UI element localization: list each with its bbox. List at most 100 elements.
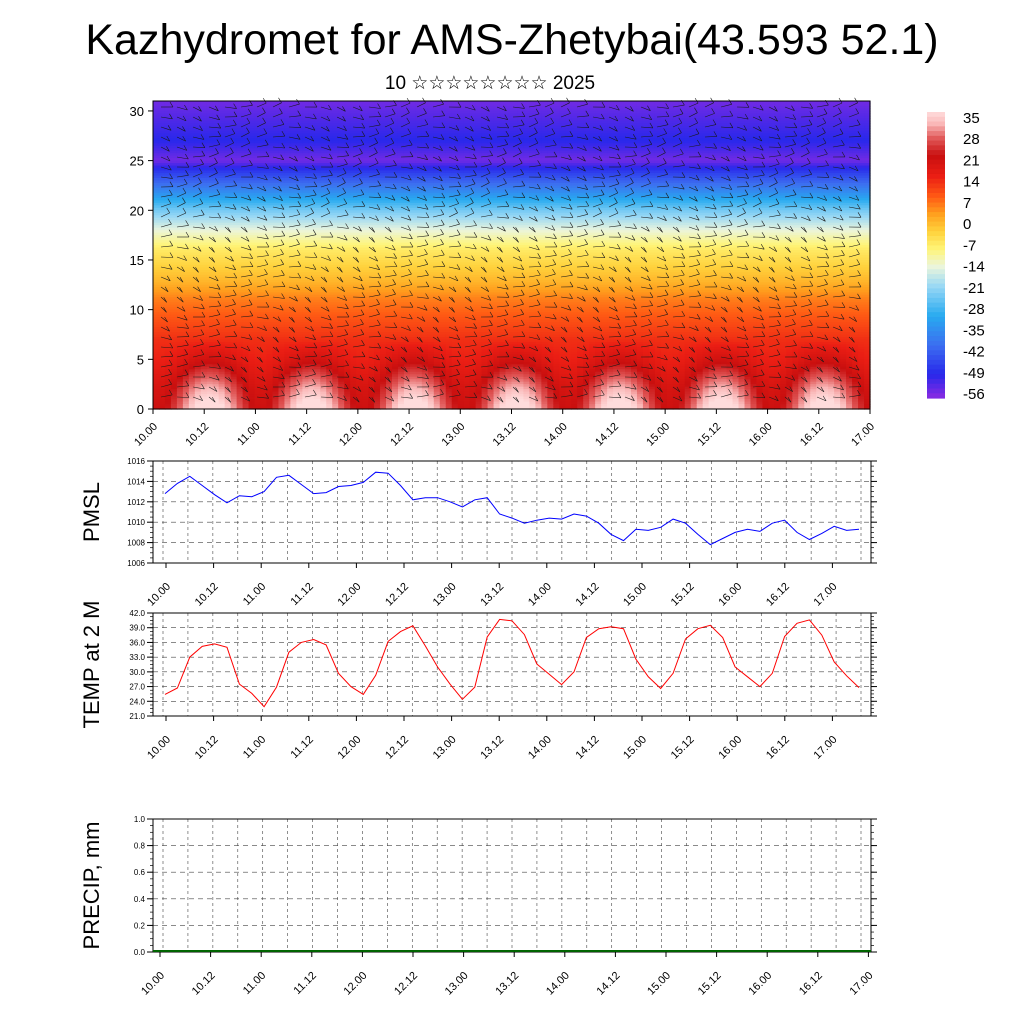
temperature-cell bbox=[236, 123, 244, 127]
temperature-cell bbox=[158, 173, 166, 177]
temperature-cell bbox=[176, 103, 184, 107]
temperature-cell bbox=[212, 374, 220, 378]
temperature-cell bbox=[236, 120, 244, 124]
temperature-cell bbox=[176, 101, 184, 105]
temperature-cell bbox=[158, 190, 166, 194]
temperature-cell bbox=[153, 391, 160, 395]
temperature-cell bbox=[206, 108, 214, 112]
temperature-cell bbox=[188, 222, 196, 226]
temperature-cell bbox=[153, 235, 160, 239]
temperature-cell bbox=[212, 187, 220, 192]
temperature-cell bbox=[206, 135, 214, 139]
temperature-cell bbox=[212, 225, 220, 229]
temperature-cell bbox=[170, 230, 178, 234]
temperature-cell bbox=[158, 210, 166, 214]
temperature-cell bbox=[212, 364, 220, 368]
temperature-cell bbox=[176, 349, 184, 353]
temperature-cell bbox=[182, 319, 190, 323]
temperature-cell bbox=[164, 237, 172, 241]
temperature-cell bbox=[176, 187, 184, 192]
temperature-cell bbox=[182, 329, 190, 333]
temperature-cell bbox=[218, 267, 226, 271]
temperature-cell bbox=[194, 376, 202, 380]
temperature-cell bbox=[176, 247, 184, 251]
temperature-cell bbox=[200, 394, 208, 398]
temperature-cell bbox=[230, 269, 238, 273]
temperature-cell bbox=[170, 339, 178, 343]
temperature-cell bbox=[176, 155, 184, 159]
temperature-cell bbox=[218, 182, 226, 187]
temperature-cell bbox=[158, 309, 166, 313]
temperature-cell bbox=[212, 399, 220, 403]
temperature-cell bbox=[182, 389, 190, 393]
temperature-cell bbox=[212, 190, 220, 194]
temperature-cell bbox=[212, 299, 220, 303]
temperature-cell bbox=[212, 160, 220, 164]
temperature-cell bbox=[224, 404, 232, 408]
temperature-cell bbox=[164, 314, 172, 318]
temperature-cell bbox=[158, 222, 166, 226]
temperature-cell bbox=[153, 242, 160, 246]
temperature-cell bbox=[206, 240, 214, 244]
temperature-cell bbox=[212, 115, 220, 119]
temperature-cell bbox=[218, 118, 226, 122]
temperature-cell bbox=[188, 394, 196, 398]
temperature-cell bbox=[206, 364, 214, 368]
temperature-cell bbox=[164, 292, 172, 296]
temperature-cell bbox=[188, 334, 196, 338]
temperature-cell bbox=[230, 302, 238, 306]
temperature-cell bbox=[153, 359, 160, 363]
temperature-cell bbox=[224, 267, 232, 271]
temperature-cell bbox=[194, 230, 202, 234]
temperature-cell bbox=[194, 317, 202, 321]
temperature-cell bbox=[182, 351, 190, 355]
temperature-cell bbox=[158, 381, 166, 385]
temperature-cell bbox=[182, 187, 190, 192]
temperature-cell bbox=[224, 264, 232, 269]
temperature-cell bbox=[206, 272, 214, 276]
temperature-cell bbox=[236, 165, 244, 169]
temperature-cell bbox=[170, 324, 178, 328]
temperature-cell bbox=[218, 287, 226, 291]
temperature-cell bbox=[212, 274, 220, 278]
temperature-cell bbox=[188, 143, 196, 147]
temperature-cell bbox=[206, 120, 214, 124]
temperature-cell bbox=[158, 150, 166, 154]
temperature-cell bbox=[200, 317, 208, 321]
temperature-cell bbox=[206, 317, 214, 321]
temperature-cell bbox=[236, 299, 244, 303]
temperature-cell bbox=[230, 327, 238, 331]
temperature-cell bbox=[230, 322, 238, 326]
temperature-cell bbox=[218, 379, 226, 383]
temperature-cell bbox=[212, 110, 220, 115]
temperature-cell bbox=[194, 302, 202, 306]
temperature-cell bbox=[218, 175, 226, 179]
temperature-cell bbox=[206, 150, 214, 154]
temperature-cell bbox=[153, 133, 160, 137]
temperature-cell bbox=[170, 242, 178, 246]
temperature-cell bbox=[194, 379, 202, 383]
temperature-cell bbox=[170, 371, 178, 375]
temperature-cell bbox=[176, 274, 184, 278]
temperature-cell bbox=[224, 182, 232, 187]
temperature-cell bbox=[218, 250, 226, 254]
temperature-cell bbox=[224, 150, 232, 154]
temperature-cell bbox=[218, 173, 226, 177]
temperature-cell bbox=[224, 279, 232, 283]
temperature-cell bbox=[200, 341, 208, 346]
temperature-cell bbox=[200, 232, 208, 236]
temperature-cell bbox=[164, 277, 172, 281]
temperature-cell bbox=[164, 235, 172, 239]
temperature-cell bbox=[153, 202, 160, 206]
temperature-cell bbox=[230, 210, 238, 214]
temperature-cell bbox=[176, 173, 184, 177]
temperature-cell bbox=[188, 145, 196, 149]
temperature-cell bbox=[206, 232, 214, 236]
temperature-cell bbox=[158, 406, 166, 410]
temperature-cell bbox=[212, 346, 220, 350]
temperature-cell bbox=[212, 205, 220, 209]
temperature-cell bbox=[236, 217, 244, 221]
temperature-cell bbox=[224, 332, 232, 336]
temperature-cell bbox=[176, 232, 184, 236]
